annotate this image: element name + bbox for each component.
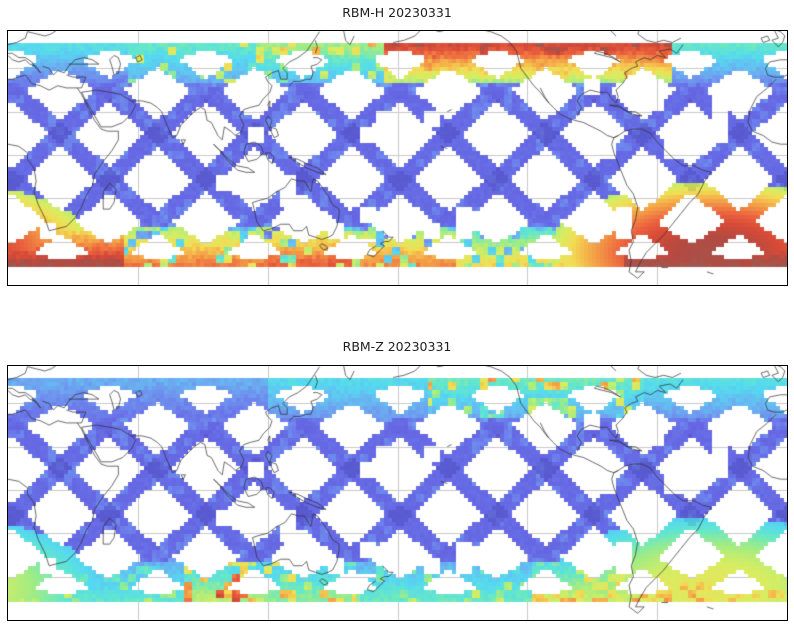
map-canvas-rbm-h bbox=[7, 30, 788, 286]
map-panel-rbm-z bbox=[7, 365, 788, 621]
panel-title-rbm-z: RBM-Z 20230331 bbox=[342, 339, 452, 354]
map-panel-rbm-h bbox=[7, 30, 788, 286]
map-canvas-rbm-z bbox=[7, 365, 788, 621]
panel-title-rbm-h: RBM-H 20230331 bbox=[342, 5, 452, 20]
